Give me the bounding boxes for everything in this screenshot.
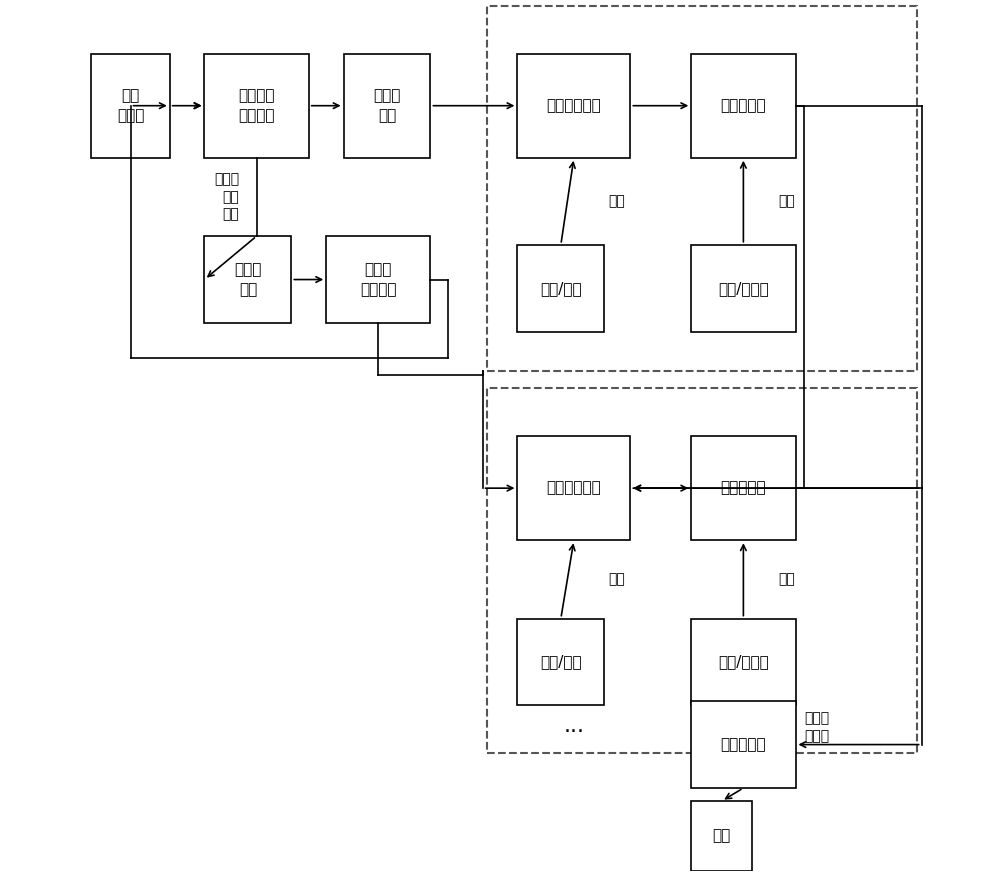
Text: 达标水
水箱: 达标水 水箱 xyxy=(373,88,401,123)
Bar xyxy=(691,618,796,705)
Bar xyxy=(517,245,604,331)
Bar xyxy=(517,436,630,541)
Text: 再生: 再生 xyxy=(609,572,625,587)
Bar xyxy=(326,236,430,323)
Bar xyxy=(691,436,796,541)
Text: 在线检测
分离系统: 在线检测 分离系统 xyxy=(238,88,275,123)
Bar xyxy=(691,801,752,870)
Text: 锅炉: 锅炉 xyxy=(713,828,731,843)
Bar xyxy=(487,388,917,753)
Text: 蒸汽/清水: 蒸汽/清水 xyxy=(540,655,582,670)
Bar xyxy=(517,53,630,158)
Text: 再生: 再生 xyxy=(609,194,625,208)
Bar xyxy=(487,6,917,371)
Text: 超标水
处理装置: 超标水 处理装置 xyxy=(360,262,397,297)
Text: 陶瓷膜过滤器: 陶瓷膜过滤器 xyxy=(547,99,601,113)
Bar xyxy=(91,53,170,158)
Bar xyxy=(204,236,291,323)
Text: 再生: 再生 xyxy=(778,572,795,587)
Text: 真空脱氧器: 真空脱氧器 xyxy=(721,737,766,752)
Text: 蒸汽/酸碱液: 蒸汽/酸碱液 xyxy=(718,281,769,296)
Text: 锅炉用
水管道: 锅炉用 水管道 xyxy=(804,712,829,743)
Text: 纤维吸附罐: 纤维吸附罐 xyxy=(721,99,766,113)
Bar xyxy=(344,53,430,158)
Bar xyxy=(517,618,604,705)
Text: 再生: 再生 xyxy=(778,194,795,208)
Text: 纤维吸附罐: 纤维吸附罐 xyxy=(721,480,766,495)
Bar xyxy=(691,701,796,788)
Text: 陶瓷膜过滤器: 陶瓷膜过滤器 xyxy=(547,480,601,495)
Text: 蒸汽/清水: 蒸汽/清水 xyxy=(540,281,582,296)
Text: 高温
凝结水: 高温 凝结水 xyxy=(117,88,144,123)
Text: 超标水
水箱: 超标水 水箱 xyxy=(234,262,262,297)
Bar xyxy=(691,53,796,158)
Bar xyxy=(204,53,309,158)
Text: ···: ··· xyxy=(563,721,584,741)
Text: 蒸汽/酸碱液: 蒸汽/酸碱液 xyxy=(718,655,769,670)
Text: 超标水
排放
管道: 超标水 排放 管道 xyxy=(214,173,239,221)
Bar xyxy=(691,245,796,331)
